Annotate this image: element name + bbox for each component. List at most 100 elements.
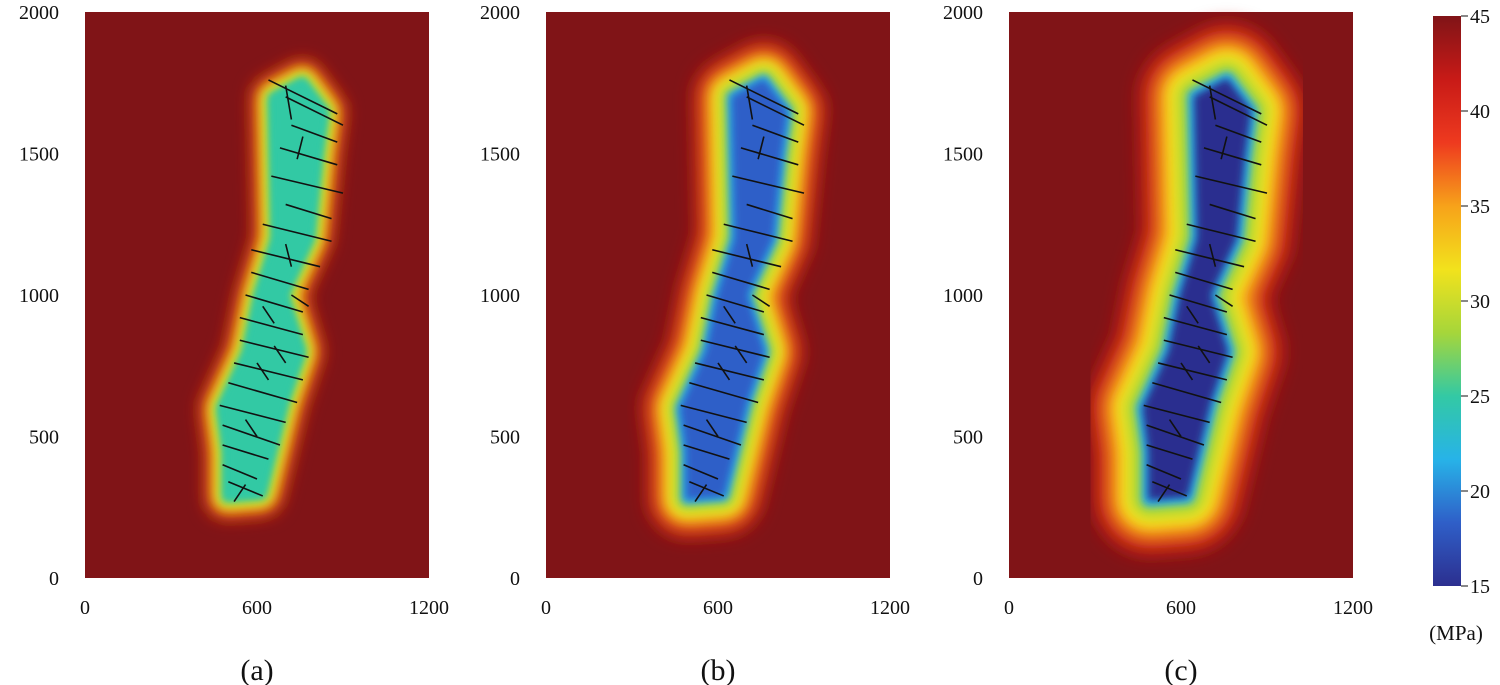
fracture bbox=[285, 203, 332, 220]
fracture bbox=[694, 362, 765, 381]
fracture bbox=[228, 481, 264, 497]
fracture bbox=[1146, 444, 1193, 460]
fracture bbox=[228, 381, 298, 404]
fracture bbox=[1143, 404, 1210, 424]
x-tick-label: 0 bbox=[80, 597, 90, 619]
fracture bbox=[233, 362, 304, 381]
fracture bbox=[712, 248, 782, 268]
y-tick-label: 0 bbox=[973, 568, 983, 590]
fracture bbox=[1192, 79, 1262, 115]
fracture bbox=[729, 79, 799, 115]
fracture bbox=[1163, 339, 1233, 359]
fracture bbox=[723, 223, 793, 243]
fracture bbox=[285, 96, 344, 126]
fracture bbox=[746, 96, 805, 126]
fracture bbox=[251, 271, 309, 291]
fracture bbox=[233, 484, 247, 503]
fracture bbox=[717, 362, 731, 381]
fracture bbox=[244, 419, 258, 437]
panel-a-caption: (a) bbox=[240, 654, 273, 685]
fracture bbox=[1209, 96, 1268, 126]
fracture bbox=[271, 175, 344, 194]
fracture bbox=[284, 243, 293, 267]
fracture bbox=[1146, 464, 1182, 480]
fracture bbox=[1152, 381, 1222, 404]
fracture bbox=[723, 305, 736, 324]
panel-b-y-ticks: 0 500 1000 1500 2000 bbox=[480, 2, 520, 590]
fracture bbox=[745, 85, 754, 120]
y-tick-label: 500 bbox=[490, 427, 520, 449]
colorbar-tick-label: 30 bbox=[1470, 291, 1490, 313]
panel-b-caption: (b) bbox=[701, 654, 736, 685]
colorbar-tick-label: 35 bbox=[1470, 196, 1490, 218]
colorbar-unit: (MPa) bbox=[1429, 621, 1483, 645]
panel-b-stress-zone bbox=[642, 41, 826, 538]
fracture bbox=[256, 362, 270, 381]
fracture bbox=[1215, 124, 1262, 143]
fracture bbox=[296, 136, 304, 160]
fracture bbox=[746, 203, 793, 220]
x-tick-label: 1200 bbox=[870, 597, 910, 619]
fracture bbox=[279, 147, 338, 166]
y-tick-label: 1500 bbox=[943, 144, 983, 166]
fracture bbox=[222, 424, 281, 446]
panel-b-fractures bbox=[680, 79, 805, 503]
fracture bbox=[680, 404, 747, 424]
panel-c-caption: (c) bbox=[1164, 654, 1197, 685]
fracture bbox=[219, 404, 286, 424]
fracture bbox=[740, 147, 799, 166]
fracture bbox=[705, 419, 719, 437]
x-tick-label: 600 bbox=[703, 597, 733, 619]
fracture bbox=[262, 223, 332, 243]
panel-b-x-ticks: 0 600 1200 bbox=[541, 597, 910, 619]
colorbar-tick-label: 45 bbox=[1470, 6, 1490, 28]
x-tick-label: 1200 bbox=[409, 597, 449, 619]
fracture bbox=[1175, 248, 1245, 268]
fracture bbox=[1157, 484, 1171, 503]
fracture bbox=[1180, 362, 1194, 381]
fracture bbox=[734, 345, 748, 364]
fracture bbox=[706, 294, 765, 313]
panel-b: 0 500 1000 1500 2000 0 600 1200 (b) bbox=[480, 2, 910, 685]
fracture bbox=[1208, 85, 1217, 120]
colorbar-scale bbox=[1433, 16, 1461, 586]
y-tick-label: 1500 bbox=[480, 144, 520, 166]
y-tick-label: 0 bbox=[49, 568, 59, 590]
fracture bbox=[1168, 419, 1182, 437]
fracture bbox=[1203, 147, 1262, 166]
fracture bbox=[689, 381, 759, 404]
colorbar-tick-label: 15 bbox=[1470, 576, 1490, 598]
y-tick-label: 0 bbox=[510, 568, 520, 590]
y-tick-label: 2000 bbox=[480, 2, 520, 24]
panel-c-y-ticks: 0 500 1000 1500 2000 bbox=[943, 2, 983, 590]
fracture bbox=[712, 271, 770, 291]
panel-a-y-ticks: 0 500 1000 1500 2000 bbox=[19, 2, 59, 590]
fracture bbox=[284, 85, 293, 120]
fracture bbox=[1195, 175, 1268, 194]
fracture bbox=[757, 136, 765, 160]
panel-c-stress-zone bbox=[1087, 23, 1306, 555]
colorbar-tick-label: 40 bbox=[1470, 101, 1490, 123]
fracture bbox=[683, 444, 730, 460]
panel-c: 0 500 1000 1500 2000 0 600 1200 (c) bbox=[943, 2, 1373, 685]
fracture bbox=[291, 124, 338, 143]
fracture bbox=[1157, 362, 1228, 381]
fracture bbox=[683, 464, 719, 480]
fracture bbox=[700, 316, 765, 336]
y-tick-label: 1000 bbox=[943, 285, 983, 307]
fracture bbox=[1186, 223, 1256, 243]
panel-a: 0 500 1000 1500 2000 0 600 1200 (a) bbox=[19, 2, 449, 685]
fracture bbox=[290, 294, 310, 307]
x-tick-label: 600 bbox=[242, 597, 272, 619]
fracture bbox=[262, 305, 275, 324]
colorbar-tick-label: 25 bbox=[1470, 386, 1490, 408]
y-tick-label: 2000 bbox=[943, 2, 983, 24]
colorbar-tick-label: 20 bbox=[1470, 481, 1490, 503]
y-tick-label: 1500 bbox=[19, 144, 59, 166]
fracture bbox=[1152, 481, 1188, 497]
panel-a-fractures bbox=[219, 79, 344, 503]
y-tick-label: 500 bbox=[953, 427, 983, 449]
y-tick-label: 2000 bbox=[19, 2, 59, 24]
panel-c-x-ticks: 0 600 1200 bbox=[1004, 597, 1373, 619]
